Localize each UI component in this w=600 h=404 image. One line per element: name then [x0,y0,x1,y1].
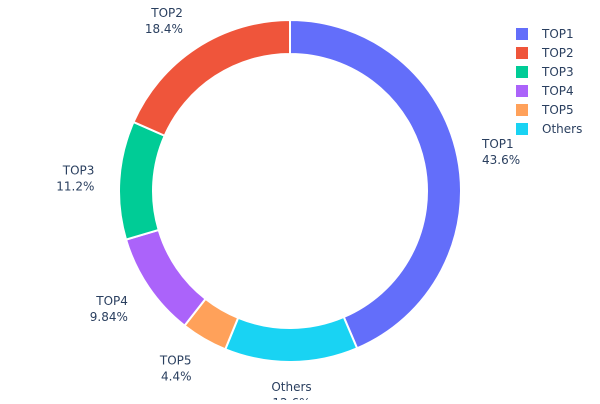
slice-label-name: TOP1 [481,137,514,151]
slice-top1[interactable] [289,18,462,350]
legend-label: TOP5 [541,103,574,117]
legend-swatch [516,28,528,40]
slice-label-value: 12.6% [272,396,310,400]
slices [118,18,462,363]
slice-label-value: 9.84% [90,310,128,324]
legend-swatch [516,104,528,116]
legend-label: TOP3 [541,65,574,79]
legend-item-others[interactable]: Others [516,122,582,136]
slice-label-name: Others [271,380,311,394]
slice-label-value: 4.4% [161,369,192,383]
legend-label: TOP2 [541,46,574,60]
legend: TOP1 TOP2 TOP3 TOP4 TOP5 Others [516,27,582,136]
slice-label-value: 43.6% [482,153,520,167]
legend-item-top1[interactable]: TOP1 [516,27,574,41]
slice-top2[interactable] [132,18,291,138]
slice-label-value: 11.2% [56,180,94,194]
slice-others[interactable] [223,315,359,363]
legend-swatch [516,47,528,59]
legend-item-top2[interactable]: TOP2 [516,46,574,60]
slice-label-name: TOP5 [159,353,192,367]
legend-label: TOP4 [541,84,574,98]
legend-item-top4[interactable]: TOP4 [516,84,574,98]
slice-top4[interactable] [124,228,207,328]
legend-swatch [516,66,528,78]
legend-swatch [516,123,528,135]
slice-label-name: TOP4 [95,294,128,308]
legend-swatch [516,85,528,97]
slice-label-name: TOP3 [62,164,95,178]
legend-label: Others [542,122,582,136]
legend-item-top3[interactable]: TOP3 [516,65,574,79]
legend-label: TOP1 [541,27,574,41]
slice-top3[interactable] [118,120,166,241]
slice-labels: TOP1 43.6% Others 12.6% TOP5 4.4% TOP4 9.84% TOP… [56,6,520,404]
legend-item-top5[interactable]: TOP5 [516,103,574,117]
slice-label-name: TOP2 [150,6,183,20]
slice-label-value: 18.4% [145,22,183,36]
